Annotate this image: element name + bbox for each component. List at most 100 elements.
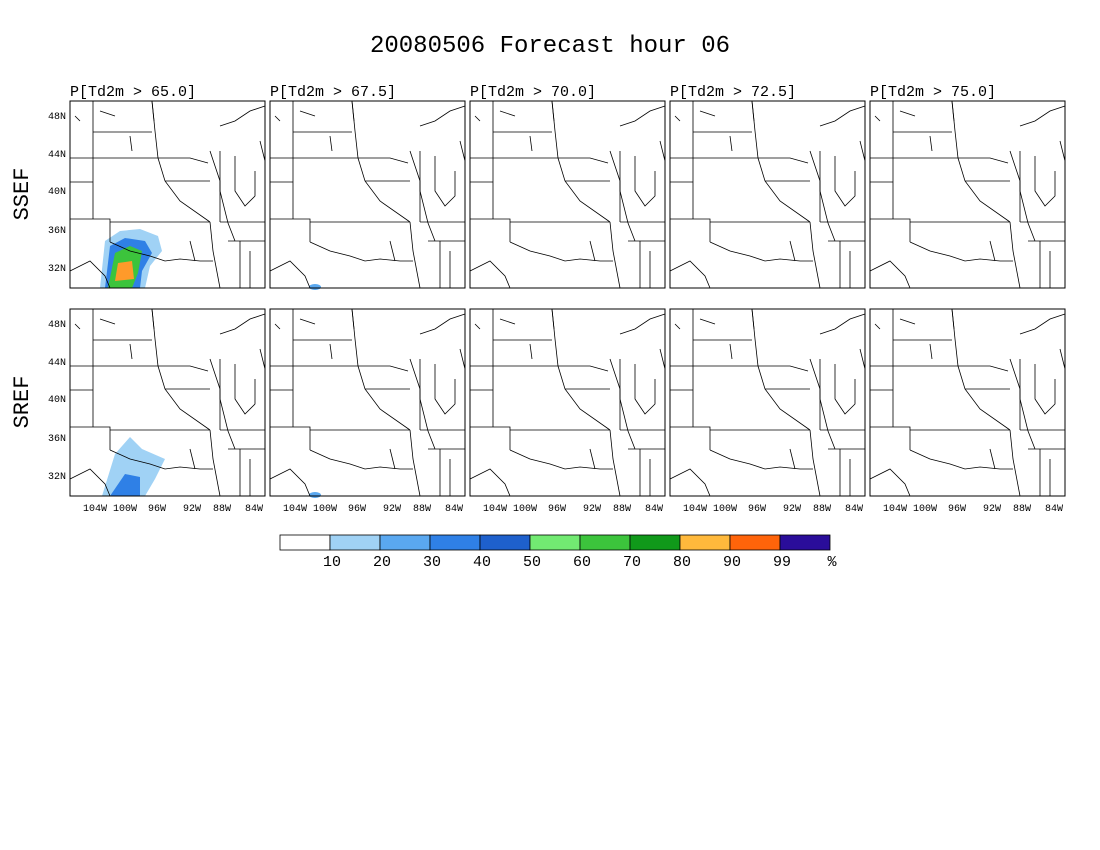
lon-label: 92W: [383, 504, 401, 515]
panel-frame: [269, 308, 466, 497]
row-label: SSEF: [10, 168, 35, 221]
lon-label: 100W: [513, 504, 537, 515]
lat-label: 48N: [48, 112, 66, 123]
lon-label: 88W: [613, 504, 631, 515]
colorbar-label: %: [827, 554, 837, 571]
map-outline: [469, 100, 666, 289]
map-panel: 104W 100W 96W 92W 88W 84W: [269, 308, 466, 515]
lon-label: 100W: [313, 504, 337, 515]
panel-frame: [69, 100, 266, 289]
lon-label: 96W: [948, 504, 966, 515]
lon-label: 88W: [813, 504, 831, 515]
map-outline: [69, 100, 266, 289]
panel-frame: [869, 100, 1066, 289]
lat-label: 44N: [48, 358, 66, 369]
map-panel: 48N 44N 40N 36N 32N 104W 100W 96W 92W 88W 84W: [48, 308, 266, 515]
lat-label: 32N: [48, 472, 66, 483]
colorbar-box: [729, 534, 781, 551]
panel-frame: [69, 308, 266, 497]
map-panel: [869, 100, 1066, 289]
column-title: P[Td2m > 65.0]: [70, 84, 196, 101]
map-panel: [269, 100, 466, 290]
map-outline: [869, 308, 1066, 497]
lat-label: 44N: [48, 150, 66, 161]
lat-label: 32N: [48, 264, 66, 275]
colorbar-box: [579, 534, 631, 551]
column-title: P[Td2m > 75.0]: [870, 84, 996, 101]
lon-label: 104W: [683, 504, 707, 515]
prob-area: [309, 284, 321, 290]
column-title: P[Td2m > 72.5]: [670, 84, 796, 101]
prob-area: [115, 261, 134, 281]
colorbar-label: 80: [673, 554, 691, 571]
map-outline: [469, 308, 666, 497]
colorbar-box: [479, 534, 531, 551]
lon-label: 100W: [113, 504, 137, 515]
map-outline: [269, 308, 466, 497]
column-title: P[Td2m > 70.0]: [470, 84, 596, 101]
map-panel: 104W 100W 96W 92W 88W 84W: [669, 308, 866, 515]
lon-label: 96W: [748, 504, 766, 515]
map-outline: [869, 100, 1066, 289]
colorbar-box: [529, 534, 581, 551]
map-panel: [469, 100, 666, 289]
lon-label: 96W: [548, 504, 566, 515]
panel-frame: [669, 308, 866, 497]
lon-label: 96W: [348, 504, 366, 515]
lon-label: 84W: [1045, 504, 1063, 515]
lat-label: 36N: [48, 226, 66, 237]
lat-label: 48N: [48, 320, 66, 331]
title: 20080506 Forecast hour 06: [370, 33, 730, 60]
lon-label: 96W: [148, 504, 166, 515]
map-outline: [69, 308, 266, 497]
colorbar-label: 50: [523, 554, 541, 571]
colorbar-box: [279, 534, 331, 551]
lon-label: 84W: [245, 504, 263, 515]
lat-label: 36N: [48, 434, 66, 445]
lon-label: 88W: [1013, 504, 1031, 515]
lon-label: 92W: [783, 504, 801, 515]
colorbar-box: [379, 534, 431, 551]
map-panel: 104W 100W 96W 92W 88W 84W: [469, 308, 666, 515]
lon-label: 84W: [845, 504, 863, 515]
colorbar-box: [629, 534, 681, 551]
column-title: P[Td2m > 67.5]: [270, 84, 396, 101]
map-outline: [669, 308, 866, 497]
lon-label: 100W: [913, 504, 937, 515]
colorbar-box: [429, 534, 481, 551]
lon-label: 84W: [445, 504, 463, 515]
map-outline: [669, 100, 866, 289]
row-label: SREF: [10, 376, 35, 429]
map-panel: 104W 100W 96W 92W 88W 84W: [869, 308, 1066, 515]
panel-frame: [269, 100, 466, 289]
panel-frame: [469, 308, 666, 497]
lon-label: 100W: [713, 504, 737, 515]
panel-frame: [469, 100, 666, 289]
colorbar-label: 70: [623, 554, 641, 571]
lat-label: 40N: [48, 187, 66, 198]
prob-area: [309, 492, 321, 498]
colorbar-box: [779, 534, 831, 551]
lon-label: 104W: [883, 504, 907, 515]
colorbar-label: 20: [373, 554, 391, 571]
colorbar-label: 60: [573, 554, 591, 571]
lon-label: 84W: [645, 504, 663, 515]
colorbar-label: 99: [773, 554, 791, 571]
colorbar-label: 90: [723, 554, 741, 571]
lon-label: 88W: [213, 504, 231, 515]
panel-frame: [669, 100, 866, 289]
lon-label: 104W: [83, 504, 107, 515]
colorbar-box: [329, 534, 381, 551]
colorbar-label: 40: [473, 554, 491, 571]
colorbar-label: 30: [423, 554, 441, 571]
lon-label: 104W: [283, 504, 307, 515]
lon-label: 88W: [413, 504, 431, 515]
prob-area: [102, 437, 165, 496]
lat-label: 40N: [48, 395, 66, 406]
colorbar-label: 10: [323, 554, 341, 571]
map-panel: [669, 100, 866, 289]
map-panel: 48N 44N 40N 36N 32N: [48, 100, 266, 289]
lon-label: 92W: [583, 504, 601, 515]
colorbar-box: [679, 534, 731, 551]
